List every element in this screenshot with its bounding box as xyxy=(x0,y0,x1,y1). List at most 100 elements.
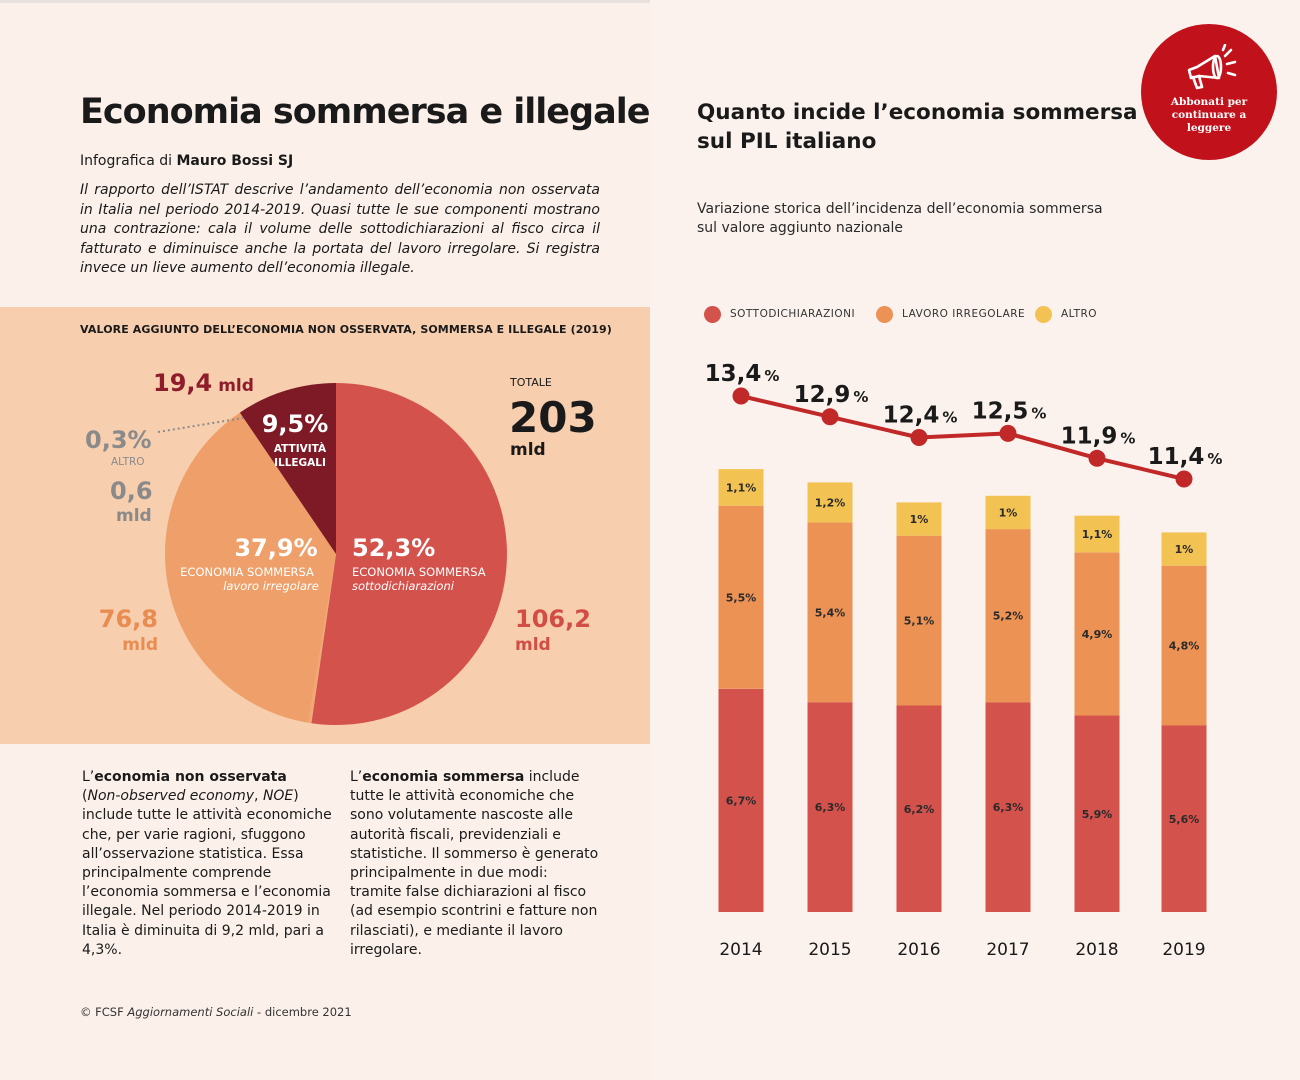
legend-label-altro: ALTRO xyxy=(1061,308,1098,320)
legend-label-lavoro: LAVORO IRREGOLARE xyxy=(902,308,1026,320)
total-label-2015: 12,9% xyxy=(794,382,869,408)
bar-lavoro-2016 xyxy=(896,535,942,706)
bar-sotto-2019 xyxy=(1161,725,1207,912)
pie-slice-illegale xyxy=(239,383,336,554)
total-label-2019: 11,4% xyxy=(1148,444,1223,470)
bar-sotto-2015 xyxy=(807,702,853,912)
total-label-unit-2019: % xyxy=(1207,450,1222,468)
noe-open-paren: ( xyxy=(82,788,88,805)
altro-value: 0,6 xyxy=(110,477,153,505)
total-unit: mld xyxy=(510,440,546,460)
total-label-number-2018: 11,9 xyxy=(1061,423,1118,449)
total-point-2014 xyxy=(732,387,750,405)
bar-label-lavoro-2017: 5,2% xyxy=(993,610,1024,623)
footer-date: - dicembre 2021 xyxy=(257,1005,352,1019)
bar-lavoro-2017 xyxy=(985,529,1031,703)
total-point-2015 xyxy=(821,408,839,426)
bar-label-lavoro-2018: 4,9% xyxy=(1082,628,1113,641)
sommersa-lead: L’ xyxy=(350,769,363,785)
stacked-bar-chart: 6,7% 5,5% 1,1% 2014 6,3% 5,4% 1,2% 2015 6,2% 5,1%… xyxy=(705,361,1223,960)
megaphone-icon xyxy=(1187,44,1237,90)
footer-copyright: © FCSF xyxy=(80,1005,124,1019)
byline: Infografica di Mauro Bossi SJ xyxy=(80,153,293,169)
bar-sotto-2017 xyxy=(985,702,1031,912)
chart-subtitle-line1: Variazione storica dell’incidenza dell’e… xyxy=(697,201,1103,217)
bar-label-sotto-2018: 5,9% xyxy=(1082,808,1113,821)
bar-lavoro-2014 xyxy=(718,505,764,689)
legend-dot-altro xyxy=(1035,305,1052,323)
total-label-number-2015: 12,9 xyxy=(794,382,851,408)
total-label-2017: 12,5% xyxy=(972,398,1047,424)
bar-sotto-2016 xyxy=(896,705,942,912)
chart-subtitle-line2: sul valore aggiunto nazionale xyxy=(697,220,904,236)
badge-text: Abbonati per continuare a leggere xyxy=(1141,96,1277,135)
bar-altro-2017 xyxy=(985,495,1031,530)
bar-label-sotto-2019: 5,6% xyxy=(1169,813,1200,826)
subscribe-badge[interactable]: Abbonati per continuare a leggere xyxy=(1141,24,1277,160)
altro-leader-line xyxy=(157,417,244,433)
bar-altro-2015 xyxy=(807,482,853,523)
pie-slice-lavoro xyxy=(165,412,336,723)
total-point-2018 xyxy=(1088,449,1106,467)
badge-line1: Abbonati per xyxy=(1170,96,1248,108)
bar-label-sotto-2015: 6,3% xyxy=(815,801,846,814)
total-label-unit-2014: % xyxy=(764,367,779,385)
sommersa-body: include tutte le attività economiche che… xyxy=(350,769,599,958)
x-tick-2019: 2019 xyxy=(1162,940,1205,960)
illegale-value-number: 19,4 xyxy=(153,369,212,397)
byline-prefix: Infografica di xyxy=(80,153,173,169)
legend-label-sotto: SOTTODICHIARAZIONI xyxy=(730,308,856,320)
bar-lavoro-2018 xyxy=(1074,552,1120,716)
pie-chart: 19,4 mld 9,5% ATTIVITÀ ILLEGALI 0,3% ALTR… xyxy=(85,369,597,725)
illegale-pct: 9,5% xyxy=(262,410,329,438)
bar-altro-2019 xyxy=(1161,532,1207,566)
total-label-2018: 11,9% xyxy=(1061,423,1136,449)
footer-credit: © FCSF Aggiornamenti Sociali - dicembre … xyxy=(80,1005,352,1019)
bar-label-lavoro-2019: 4,8% xyxy=(1169,640,1200,653)
x-tick-2014: 2014 xyxy=(719,940,762,960)
illegale-name-line1: ATTIVITÀ xyxy=(274,442,327,455)
total-label-2016: 12,4% xyxy=(883,403,958,429)
noe-close-paren: ) xyxy=(293,788,299,805)
sotto-name: ECONOMIA SOMMERSA xyxy=(352,565,486,579)
total-label-number-2016: 12,4 xyxy=(883,403,940,429)
sotto-value: 106,2 xyxy=(515,605,591,633)
pie-slice-altro xyxy=(308,554,336,724)
noe-abbr: NOE xyxy=(262,788,294,805)
illegale-value: 19,4 mld xyxy=(153,369,254,397)
x-tick-2016: 2016 xyxy=(897,940,940,960)
x-tick-2018: 2018 xyxy=(1075,940,1118,960)
total-point-2016 xyxy=(910,429,928,446)
lavoro-pct: 37,9% xyxy=(234,534,317,562)
sotto-sub: sottodichiarazioni xyxy=(352,579,455,593)
bar-label-altro-2016: 1% xyxy=(910,513,929,526)
lavoro-name: ECONOMIA SOMMERSA xyxy=(180,565,314,579)
badge-line2: continuare a xyxy=(1171,109,1247,121)
altro-pct: 0,3% xyxy=(85,426,152,454)
total-point-2019 xyxy=(1175,470,1193,488)
total-label: TOTALE xyxy=(509,376,552,389)
x-tick-2015: 2015 xyxy=(808,940,851,960)
legend-dot-sotto xyxy=(704,305,721,323)
bar-label-altro-2017: 1% xyxy=(999,506,1018,519)
bar-label-sotto-2016: 6,2% xyxy=(904,803,935,816)
x-tick-2017: 2017 xyxy=(986,940,1029,960)
pie-slice-sotto xyxy=(311,383,507,725)
bar-label-altro-2018: 1,1% xyxy=(1082,528,1113,541)
bar-lavoro-2015 xyxy=(807,522,853,703)
altro-name: ALTRO xyxy=(111,456,145,468)
noe-body: include tutte le attività economiche che… xyxy=(82,807,332,958)
pie-heading: VALORE AGGIUNTO DELL’ECONOMIA NON OSSERV… xyxy=(80,323,612,336)
bar-label-altro-2015: 1,2% xyxy=(815,496,846,509)
chart-title: Quanto incide l’economia sommersa sul PIL… xyxy=(697,98,1138,156)
legend-dot-lavoro xyxy=(876,305,893,323)
bar-sotto-2018 xyxy=(1074,715,1120,912)
badge-line3: leggere xyxy=(1186,122,1232,134)
total-label-number-2014: 13,4 xyxy=(705,361,762,387)
chart-title-line1: Quanto incide l’economia sommersa xyxy=(697,100,1138,125)
bar-label-lavoro-2014: 5,5% xyxy=(726,591,757,604)
bar-altro-2014 xyxy=(718,469,764,506)
intro-text: Il rapporto dell’ISTAT descrive l’andame… xyxy=(80,182,600,276)
bar-label-sotto-2014: 6,7% xyxy=(726,794,757,807)
bar-label-altro-2019: 1% xyxy=(1175,543,1194,556)
